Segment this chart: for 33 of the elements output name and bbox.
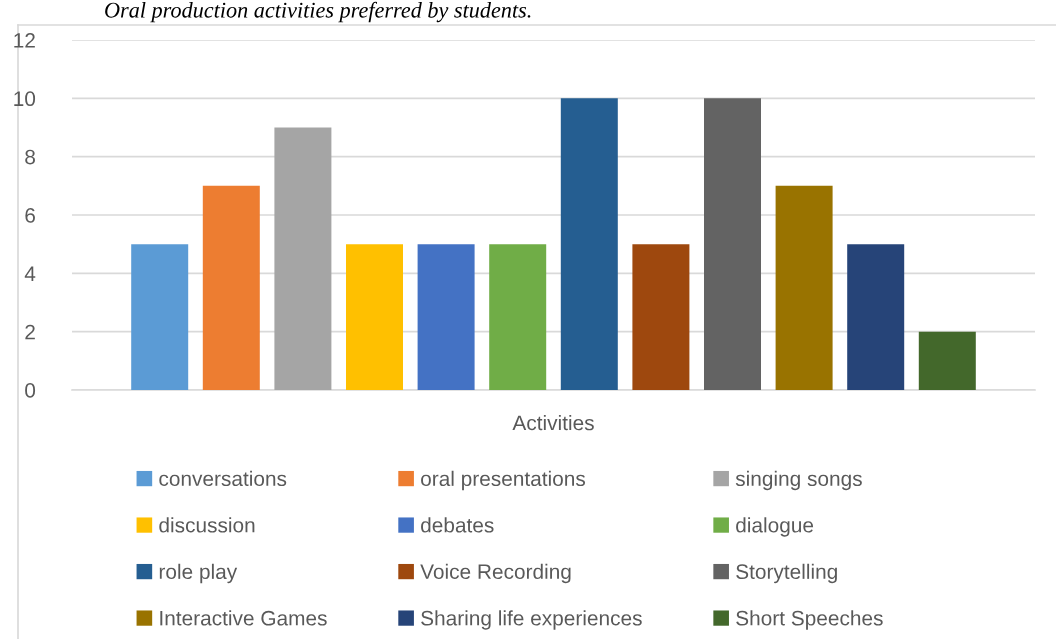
bar: [775, 185, 833, 390]
legend-label: discussion: [159, 517, 255, 533]
y-tick-label: 6: [25, 208, 35, 223]
bar: [417, 244, 475, 390]
legend-label: Short Speeches: [736, 610, 883, 630]
y-tick-label: 4: [24, 266, 36, 281]
chart-title: Oral production activities preferred by students.: [105, 1, 531, 23]
legend-label: role play: [159, 563, 238, 584]
bar: [704, 98, 761, 390]
y-tick-label: 2: [25, 324, 35, 340]
bar: [202, 185, 260, 390]
y-tick-label: 10: [14, 91, 36, 107]
y-tick-label: 8: [25, 149, 35, 165]
y-tick-label: 12: [14, 33, 35, 48]
legend-label: debates: [421, 517, 494, 533]
legend-label: Sharing life experiences: [421, 610, 642, 630]
legend-label: oral presentations: [421, 470, 586, 491]
bar: [560, 98, 618, 390]
x-tick-label: Activities: [512, 415, 594, 431]
legend-label: Storytelling: [736, 563, 837, 584]
legend-label: singing songs: [735, 470, 862, 491]
legend-label: dialogue: [736, 517, 814, 537]
legend-label: Voice Recording: [420, 563, 571, 584]
bar: [274, 127, 332, 390]
legend-label: conversations: [159, 470, 287, 487]
bar: [489, 244, 547, 390]
bar: [346, 244, 403, 390]
y-tick-label: 0: [25, 383, 36, 398]
bar: [632, 244, 690, 390]
bar: [131, 244, 189, 390]
legend-label: Interactive Games: [160, 610, 327, 626]
bar: [918, 331, 976, 390]
bar: [847, 244, 905, 390]
